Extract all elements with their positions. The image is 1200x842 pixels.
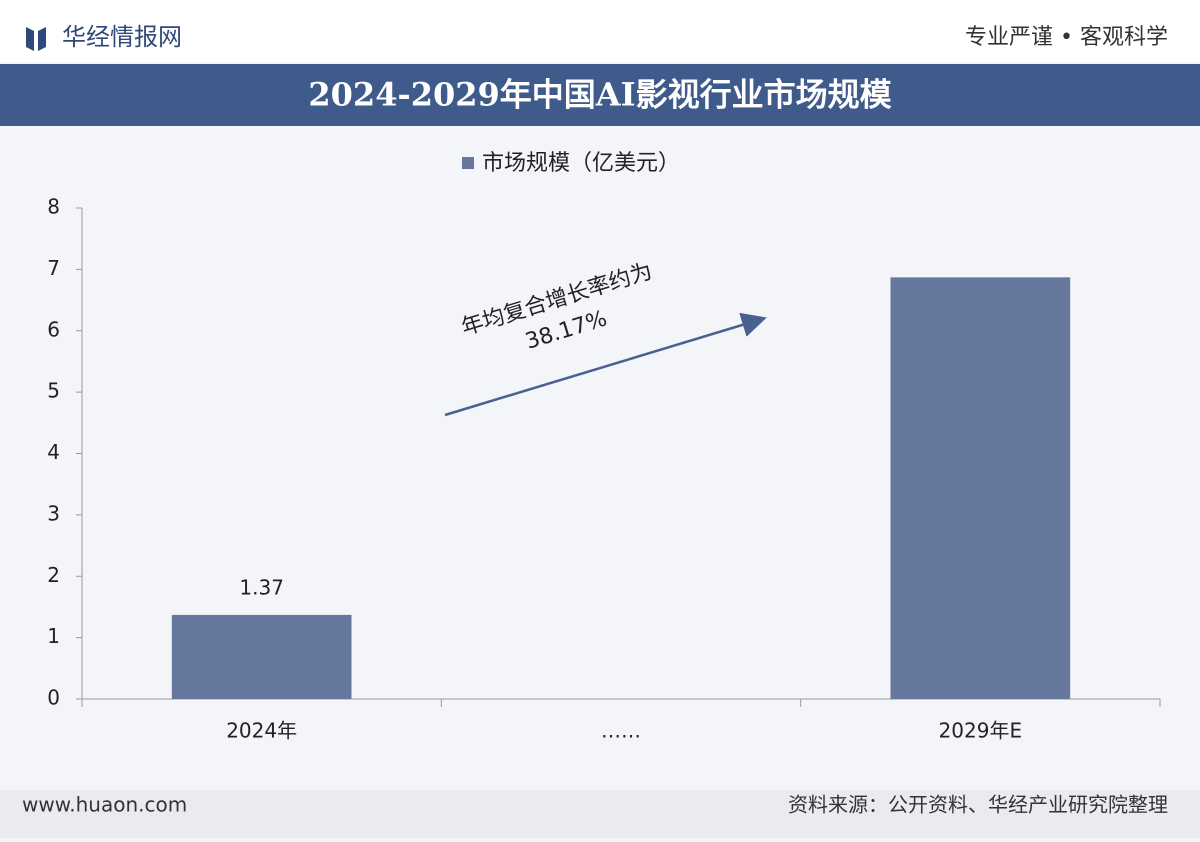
y-tick-label: 4 [47, 440, 60, 464]
slogan: 专业严谨 • 客观科学 [965, 25, 1168, 50]
y-tick-label: 2 [47, 563, 60, 587]
x-tick-label: 2029年E [939, 719, 1023, 743]
value-label: 1.37 [239, 575, 284, 599]
growth-arrow [444, 312, 767, 417]
legend-swatch [462, 157, 474, 169]
y-tick-label: 8 [47, 195, 60, 219]
x-tick-label: 2024年 [226, 719, 297, 743]
website: www.huaon.com [22, 793, 187, 817]
source: 资料来源：公开资料、华经产业研究院整理 [788, 793, 1168, 817]
bar [171, 614, 352, 699]
x-tick-label: …… [601, 719, 641, 743]
logo [26, 27, 46, 51]
header-bar [0, 0, 1200, 62]
y-tick-label: 7 [47, 256, 60, 280]
y-tick-label: 1 [47, 624, 60, 648]
chart-title: 2024-2029年中国AI影视行业市场规模 [308, 76, 891, 114]
footer-bar [0, 790, 1200, 838]
legend-label: 市场规模（亿美元） [482, 151, 680, 176]
bar [890, 277, 1071, 699]
y-tick-label: 0 [47, 686, 60, 710]
title-band [0, 64, 1200, 126]
y-tick-label: 3 [47, 501, 60, 525]
brand: 华经情报网 [62, 23, 182, 51]
y-tick-label: 5 [47, 379, 60, 403]
y-tick-label: 6 [47, 317, 60, 341]
